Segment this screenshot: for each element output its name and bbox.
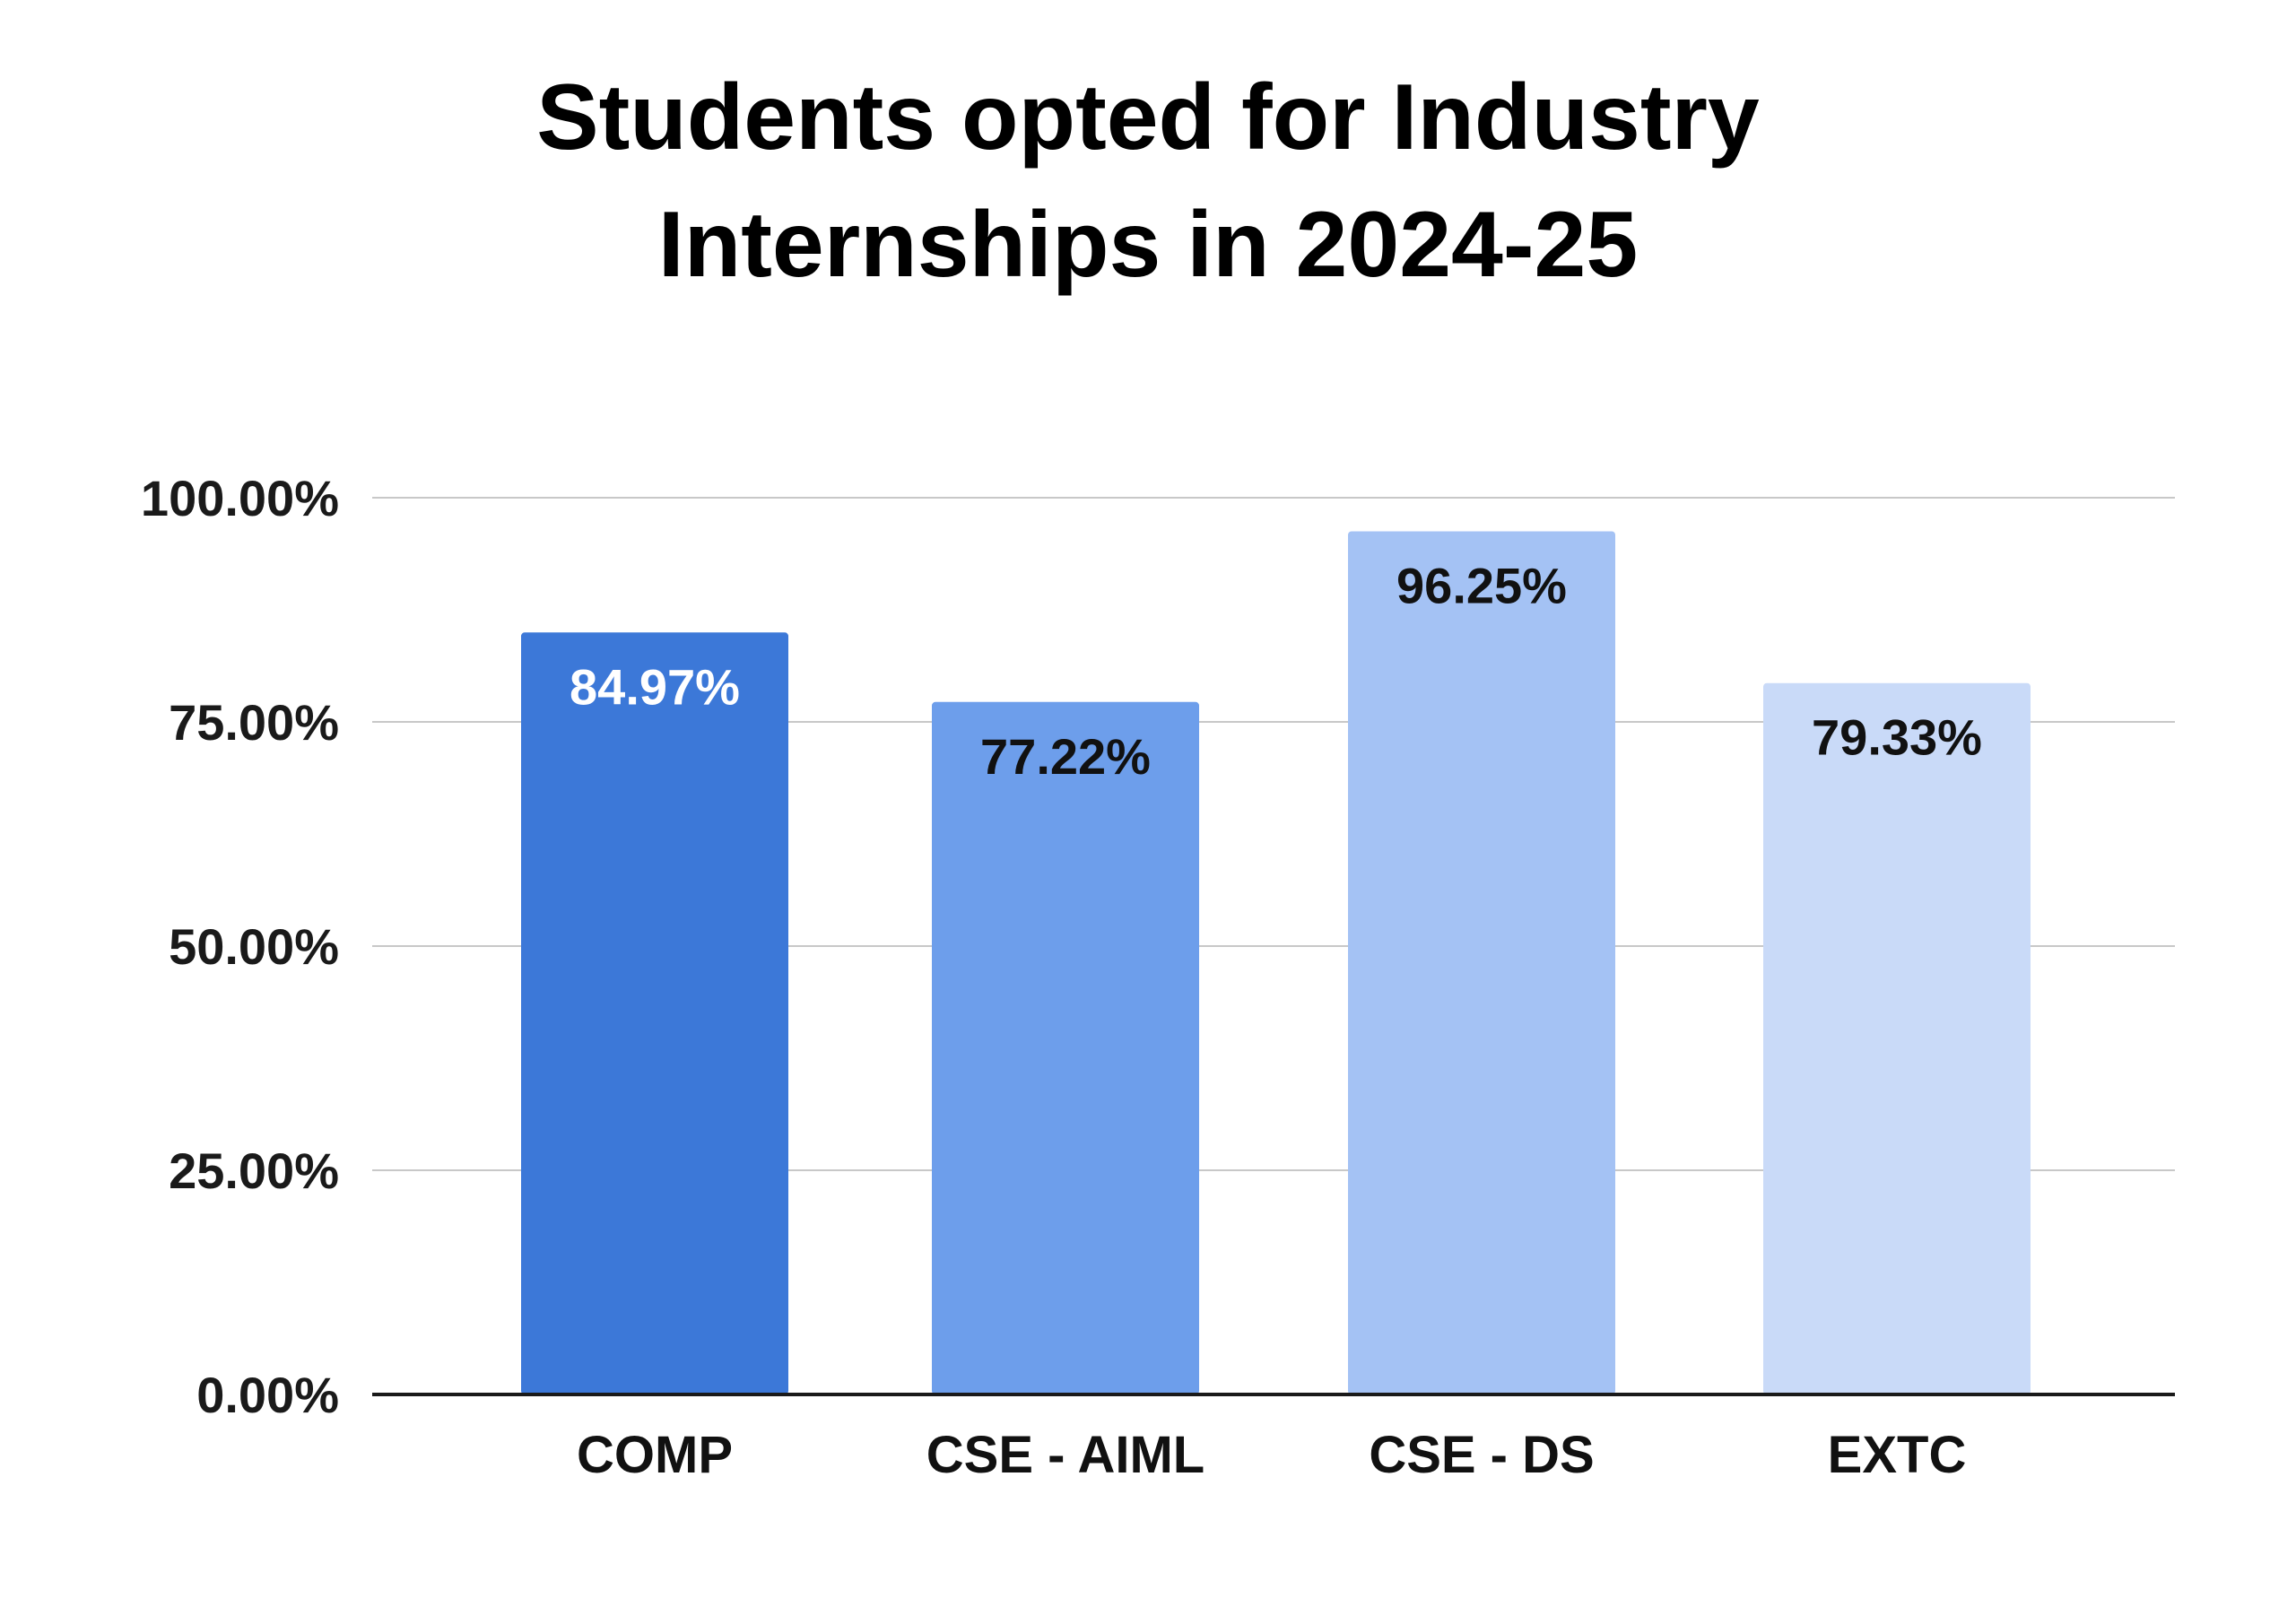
data-label: 77.22%: [980, 728, 1151, 785]
x-tick-label: EXTC: [1828, 1426, 1967, 1484]
chart-title: Students opted for Industry Internships …: [0, 54, 2296, 308]
x-tick-label: CSE - DS: [1369, 1426, 1594, 1484]
data-label: 79.33%: [1812, 709, 1982, 766]
bars: [521, 531, 2031, 1394]
bar: [932, 701, 1199, 1394]
x-tick-label: COMP: [577, 1426, 733, 1484]
bar: [1348, 531, 1615, 1394]
data-label: 96.25%: [1396, 558, 1567, 614]
labels: 0.00% 25.00% 50.00% 75.00% 100.00% 84.97% COMP…: [141, 470, 1982, 1484]
y-tick-label: 25.00%: [169, 1142, 339, 1199]
chart-title-line-1: Students opted for Industry: [536, 65, 1760, 169]
chart-title-line-2: Internships in 2024-25: [657, 193, 1639, 297]
bar: [521, 632, 788, 1394]
y-tick-label: 75.00%: [169, 694, 339, 751]
y-tick-label: 100.00%: [141, 470, 339, 526]
y-tick-label: 50.00%: [169, 918, 339, 975]
bar: [1763, 682, 2031, 1394]
y-tick-label: 0.00%: [196, 1367, 339, 1423]
x-tick-label: CSE - AIML: [926, 1426, 1205, 1484]
data-label: 84.97%: [570, 658, 740, 715]
